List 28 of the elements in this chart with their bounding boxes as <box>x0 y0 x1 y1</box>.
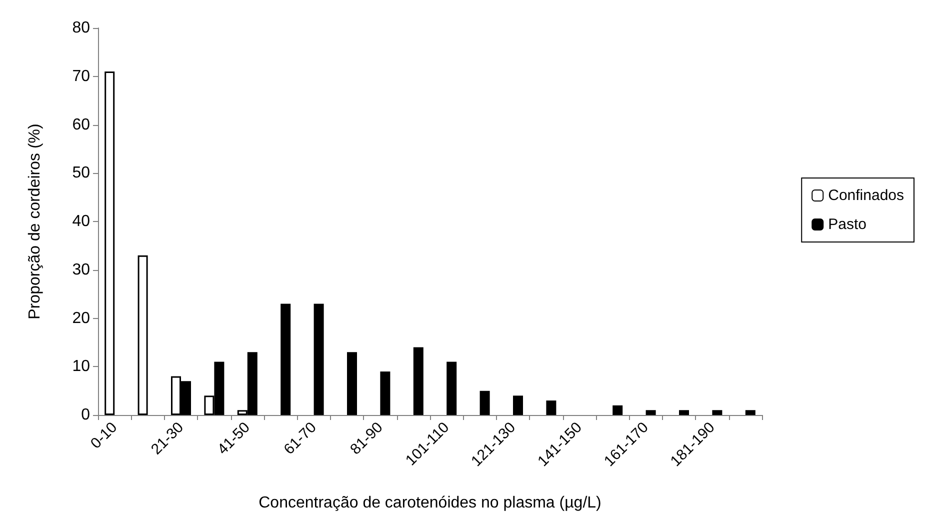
bar <box>612 405 623 415</box>
y-tick-label: 50 <box>72 164 90 182</box>
bar <box>679 410 689 415</box>
bar <box>745 410 756 415</box>
y-tick-label: 10 <box>72 358 90 376</box>
y-tick-label: 20 <box>72 310 90 327</box>
legend-label: Pasto <box>828 216 866 233</box>
legend-label: Confinados <box>828 187 904 204</box>
bar <box>546 400 556 415</box>
bar <box>712 410 722 415</box>
bar <box>104 72 115 415</box>
bar <box>480 390 490 415</box>
bar <box>513 396 523 415</box>
bar <box>646 410 656 415</box>
x-axis-title: Concentração de carotenóides no plasma (µg/L) <box>258 494 602 512</box>
y-tick-label: 40 <box>72 213 90 230</box>
y-tick-label: 80 <box>72 20 90 36</box>
y-tick-label: 70 <box>72 68 90 85</box>
y-tick-label: 60 <box>72 116 90 134</box>
y-tick-label: 30 <box>72 261 90 278</box>
bar <box>347 352 357 415</box>
bar <box>314 304 324 415</box>
bar <box>280 304 291 415</box>
bar <box>380 371 390 415</box>
bar <box>138 255 148 415</box>
y-axis-title: Proporção de cordeiros (%) <box>26 124 44 320</box>
bar <box>446 362 457 415</box>
bar <box>413 347 424 415</box>
